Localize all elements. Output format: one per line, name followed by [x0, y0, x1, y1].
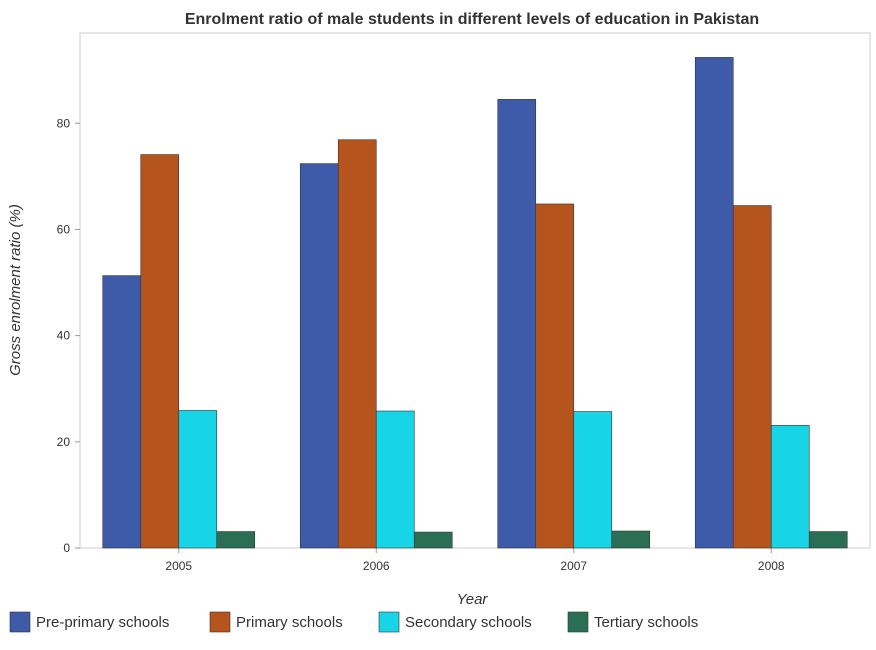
- bar-tertiary-schools-2007: [611, 530, 651, 549]
- legend-swatch: [378, 611, 400, 633]
- bar-tertiary-schools-2008: [808, 531, 848, 549]
- legend: Pre-primary schools Primary schools Second…: [9, 611, 698, 633]
- x-axis-label: Year: [457, 591, 489, 608]
- legend-label: Secondary schools: [405, 614, 532, 631]
- bar-secondary-schools-2005: [178, 410, 218, 549]
- x-tick-label: 2007: [560, 559, 587, 573]
- legend-label: Tertiary schools: [594, 614, 698, 631]
- x-tick-label: 2006: [363, 559, 390, 573]
- x-tick-label: 2005: [165, 559, 192, 573]
- bar-pre-primary-schools-2007: [497, 99, 537, 549]
- bar-pre-primary-schools-2008: [694, 57, 734, 549]
- bar-pre-primary-schools-2005: [102, 275, 142, 549]
- y-axis-label: Gross enrolment ratio (%): [7, 204, 24, 376]
- plot-area: 0 20 40 60 80 2005 2006 2007 2008: [57, 32, 871, 573]
- legend-label: Pre-primary schools: [36, 614, 169, 631]
- y-tick-label: 0: [63, 541, 70, 555]
- legend-swatch: [567, 611, 589, 633]
- bar-tertiary-schools-2006: [413, 531, 453, 549]
- legend-label: Primary schools: [236, 614, 343, 631]
- bars: [102, 57, 848, 549]
- chart-title: Enrolment ratio of male students in diff…: [185, 11, 759, 28]
- y-tick-label: 80: [57, 116, 71, 130]
- bar-primary-schools-2007: [535, 203, 575, 549]
- legend-swatch: [209, 611, 231, 633]
- bar-secondary-schools-2008: [770, 425, 810, 549]
- legend-swatch: [9, 611, 31, 633]
- bar-primary-schools-2005: [140, 154, 180, 549]
- bar-pre-primary-schools-2006: [299, 163, 339, 549]
- y-tick-label: 60: [57, 222, 71, 236]
- x-tick-label: 2008: [758, 559, 785, 573]
- y-tick-label: 40: [57, 329, 71, 343]
- bar-secondary-schools-2007: [573, 411, 613, 549]
- y-axis: 0 20 40 60 80: [57, 116, 80, 555]
- bar-secondary-schools-2006: [375, 410, 415, 549]
- x-axis: 2005 2006 2007 2008: [165, 548, 785, 573]
- y-tick-label: 20: [57, 435, 71, 449]
- bar-primary-schools-2006: [337, 139, 377, 549]
- bar-tertiary-schools-2005: [216, 531, 256, 549]
- bar-primary-schools-2008: [732, 205, 772, 549]
